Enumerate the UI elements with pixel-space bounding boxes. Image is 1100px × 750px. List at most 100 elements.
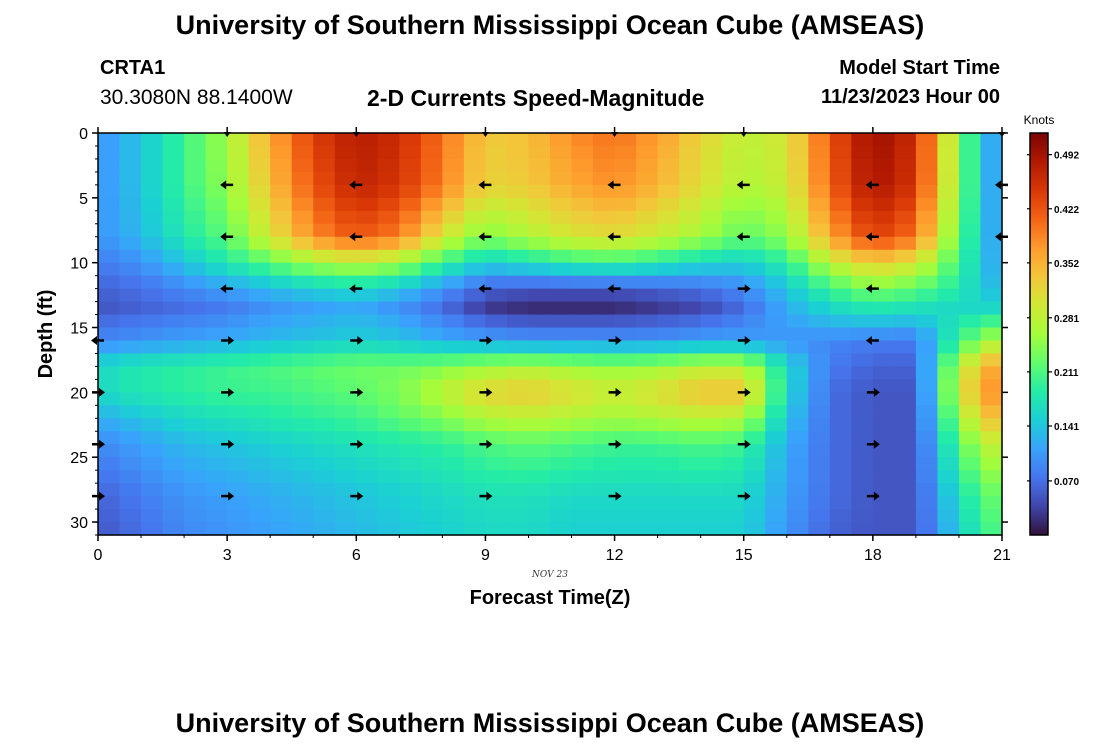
heatmap-cell	[248, 470, 271, 484]
heatmap-cell	[657, 405, 680, 419]
heatmap-cell	[851, 522, 874, 536]
heatmap-cell	[958, 184, 982, 199]
heatmap-cell	[528, 184, 551, 199]
heatmap-cell	[829, 133, 852, 147]
heatmap-cell	[485, 314, 508, 329]
heatmap-cell	[722, 275, 745, 290]
heatmap-cell	[636, 366, 659, 380]
heatmap-cell	[506, 522, 530, 536]
heatmap-cell	[722, 418, 745, 432]
heatmap-cell	[162, 340, 185, 355]
heatmap-cell	[442, 444, 465, 458]
heatmap-cell	[141, 457, 164, 471]
heatmap-cell	[679, 522, 702, 536]
heatmap-cell	[722, 223, 745, 238]
heatmap-cell	[356, 288, 379, 303]
heatmap-cell	[399, 249, 422, 264]
heatmap-cell	[227, 522, 250, 536]
heatmap-cell	[722, 288, 745, 303]
heatmap-cell	[657, 210, 680, 225]
heatmap-cell	[184, 197, 207, 212]
heatmap-cell	[786, 288, 809, 303]
heatmap-cell	[399, 197, 422, 212]
heatmap-cell	[442, 197, 465, 212]
heatmap-cell	[291, 509, 314, 523]
heatmap-cell	[205, 431, 228, 445]
heatmap-cell	[894, 288, 917, 303]
heatmap-cell	[679, 327, 702, 342]
heatmap-cell	[743, 171, 766, 186]
heatmap-cell	[593, 418, 616, 432]
heatmap-cell	[420, 366, 443, 380]
heatmap-cell	[915, 444, 939, 458]
heatmap-cell	[377, 262, 400, 277]
heatmap-cell	[399, 133, 422, 147]
heatmap-cell	[506, 483, 530, 497]
heatmap-cell	[248, 483, 271, 497]
heatmap-cell	[550, 353, 573, 368]
heatmap-cell	[356, 197, 379, 212]
heatmap-cell	[377, 431, 400, 445]
heatmap-cell	[851, 275, 874, 290]
heatmap-cell	[593, 184, 616, 199]
heatmap-cell	[593, 314, 616, 329]
heatmap-cell	[958, 158, 982, 173]
heatmap-cell	[334, 470, 357, 484]
heatmap-cell	[571, 314, 594, 329]
heatmap-cell	[141, 379, 164, 393]
heatmap-cell	[829, 353, 852, 368]
heatmap-cell	[442, 509, 465, 523]
heatmap-cell	[829, 262, 852, 277]
heatmap-cell	[786, 470, 809, 484]
heatmap-cell	[205, 392, 228, 406]
heatmap-cell	[743, 496, 766, 510]
heatmap-cell	[377, 158, 400, 173]
heatmap-cell	[851, 366, 874, 380]
heatmap-cell	[528, 496, 551, 510]
heatmap-cell	[356, 353, 379, 368]
heatmap-cell	[270, 145, 293, 160]
heatmap-cell	[162, 158, 185, 173]
heatmap-cell	[141, 327, 164, 342]
heatmap-cell	[377, 288, 400, 303]
heatmap-cell	[743, 223, 766, 238]
heatmap-cell	[593, 288, 616, 303]
heatmap-cell	[184, 483, 207, 497]
heatmap-cell	[722, 457, 745, 471]
heatmap-cell	[657, 145, 680, 160]
current-vector-arrow	[349, 232, 363, 242]
heatmap-cell	[872, 444, 895, 458]
heatmap-cell	[851, 262, 874, 277]
heatmap-cell	[227, 236, 250, 251]
heatmap-cell	[420, 275, 443, 290]
heatmap-cell	[808, 470, 831, 484]
heatmap-cell	[958, 133, 982, 147]
x-tick-label: 15	[735, 547, 753, 564]
heatmap-cell	[485, 171, 508, 186]
heatmap-cell	[205, 275, 228, 290]
heatmap-cell	[614, 223, 637, 238]
heatmap-cell	[679, 444, 702, 458]
heatmap-cell	[420, 145, 443, 160]
heatmap-cell	[119, 483, 142, 497]
heatmap-cell	[141, 262, 164, 277]
heatmap-cell	[356, 145, 379, 160]
heatmap-cell	[227, 444, 250, 458]
heatmap-cell	[550, 483, 573, 497]
heatmap-cell	[313, 223, 336, 238]
heatmap-cell	[550, 314, 573, 329]
heatmap-cell	[399, 223, 422, 238]
heatmap-cell	[334, 314, 357, 329]
heatmap-cell	[808, 431, 831, 445]
heatmap-cell	[851, 236, 874, 251]
heatmap-cell	[829, 184, 852, 199]
heatmap-cell	[743, 145, 766, 160]
heatmap-cell	[636, 405, 659, 419]
heatmap-cell	[248, 496, 271, 510]
heatmap-cell	[808, 249, 831, 264]
heatmap-cell	[506, 366, 530, 380]
heatmap-cell	[571, 197, 594, 212]
heatmap-cell	[851, 496, 874, 510]
heatmap-cell	[636, 210, 659, 225]
heatmap-cell	[377, 249, 400, 264]
